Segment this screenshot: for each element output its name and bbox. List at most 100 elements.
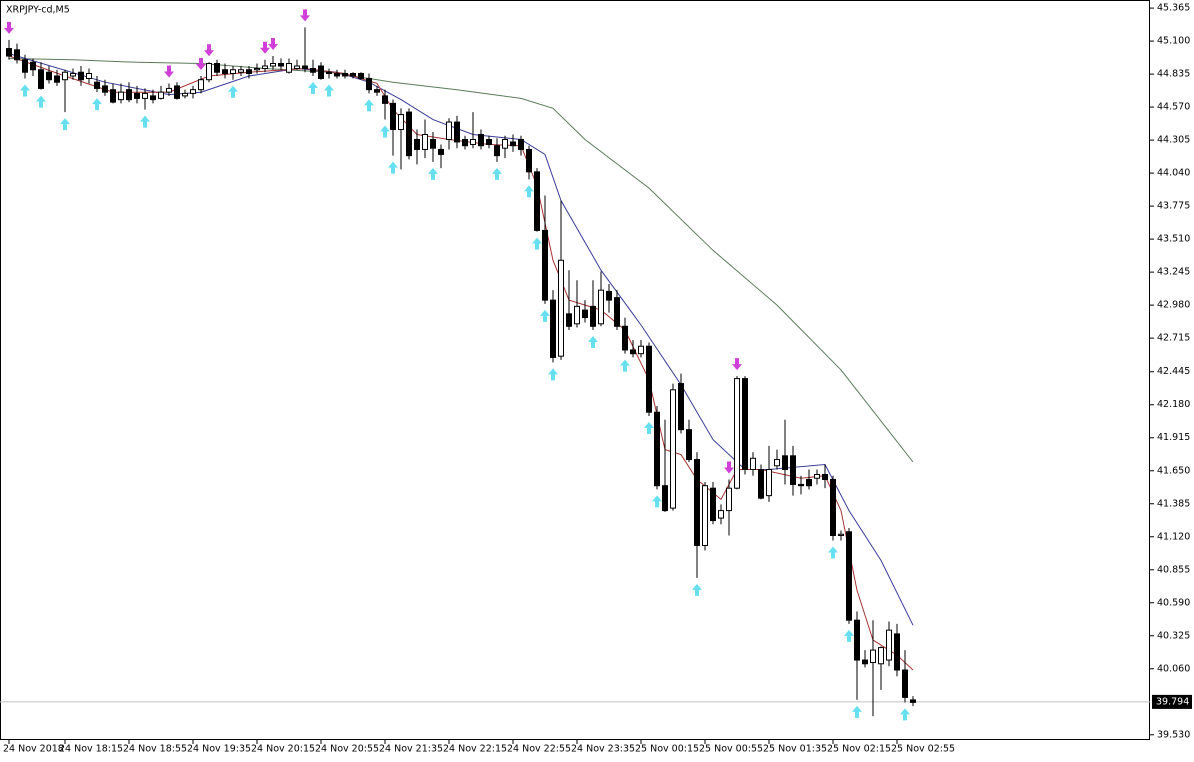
candle-body: [854, 619, 860, 661]
candle-body: [46, 71, 52, 81]
y-tick-label: 41.650: [1157, 465, 1190, 476]
candle-body: [518, 138, 524, 150]
buy-arrow: [324, 84, 334, 97]
candle-body: [734, 378, 740, 489]
y-tick-label: 41.120: [1157, 531, 1190, 542]
sell-arrow: [196, 57, 206, 70]
candle-body: [454, 121, 460, 143]
x-tick-label: 25 Nov 00:55: [699, 744, 763, 755]
candle-body: [302, 65, 308, 69]
candle-body: [798, 483, 804, 487]
candle-body: [814, 473, 820, 479]
buy-arrow: [140, 115, 150, 128]
candle-body: [190, 89, 196, 94]
candle-body: [86, 72, 92, 79]
candle-body: [198, 79, 204, 91]
candle-body: [422, 134, 428, 150]
candle-body: [822, 473, 828, 480]
candle-body: [350, 72, 356, 77]
candle-body: [502, 138, 508, 149]
y-tick-label: 40.325: [1157, 630, 1190, 641]
candle-body: [142, 92, 148, 99]
candle-body: [206, 63, 212, 81]
sell-arrow: [260, 41, 270, 54]
candle-body: [510, 141, 516, 147]
y-tick-label: 42.180: [1157, 399, 1190, 410]
candle-body: [222, 69, 228, 74]
sell-arrow: [268, 38, 278, 51]
chart-title: XRPJPY-cd,M5: [6, 5, 70, 16]
x-tick-label: 24 Nov 19:35: [187, 744, 251, 755]
y-tick-label: 43.510: [1157, 234, 1190, 245]
x-tick-label: 24 Nov 23:35: [571, 744, 635, 755]
candle-body: [550, 299, 556, 358]
candle-body: [22, 59, 28, 73]
candle-body: [678, 383, 684, 431]
candle-body: [38, 69, 44, 89]
buy-arrow: [532, 237, 542, 250]
candle-body: [382, 95, 388, 104]
buy-arrow: [588, 336, 598, 349]
buy-arrow: [620, 359, 630, 372]
buy-arrow: [388, 161, 398, 174]
candle-body: [246, 69, 252, 74]
candle-body: [118, 91, 124, 101]
candle-body: [806, 478, 812, 487]
candle-body: [526, 148, 532, 173]
y-tick-label: 42.715: [1157, 333, 1190, 344]
y-tick-label: 44.835: [1157, 69, 1190, 80]
x-tick-label: 25 Nov 01:35: [763, 744, 827, 755]
buy-arrow: [652, 495, 662, 508]
candle-body: [862, 659, 868, 665]
candle-body: [406, 111, 412, 157]
candle-body: [870, 649, 876, 664]
candle-body: [630, 349, 636, 355]
candle-body: [182, 92, 188, 97]
y-tick-label: 44.040: [1157, 168, 1190, 179]
candle-body: [342, 72, 348, 77]
candle-body: [310, 67, 316, 73]
y-tick-label: 41.915: [1157, 432, 1190, 443]
candle-body: [886, 629, 892, 661]
candle-body: [366, 77, 372, 91]
buy-arrow: [308, 81, 318, 94]
x-tick-label: 24 Nov 2018: [3, 744, 64, 755]
candle-body: [94, 81, 100, 89]
x-tick-label: 24 Nov 18:55: [123, 744, 187, 755]
buy-arrow: [844, 629, 854, 642]
y-tick-label: 41.385: [1157, 498, 1190, 509]
candle-body: [14, 49, 20, 61]
buy-arrow: [92, 98, 102, 111]
candle-body: [54, 75, 60, 83]
buy-arrow: [828, 546, 838, 559]
candle-body: [910, 699, 916, 703]
candle-body: [174, 85, 180, 99]
y-tick-label: 45.365: [1157, 3, 1190, 14]
candle-body: [838, 533, 844, 537]
moving-average: [8, 53, 914, 626]
candle-body: [430, 138, 436, 149]
y-tick-label: 40.060: [1157, 663, 1190, 674]
y-tick-label: 39.530: [1157, 729, 1190, 740]
moving-average: [8, 58, 914, 463]
candle-body: [878, 647, 884, 665]
buy-arrow: [228, 85, 238, 98]
candle-body: [150, 95, 156, 101]
candle-body: [486, 138, 492, 145]
candle-body: [318, 65, 324, 79]
y-tick-label: 44.570: [1157, 102, 1190, 113]
candle-body: [30, 61, 36, 71]
candle-body: [694, 459, 700, 546]
y-tick-label: 43.775: [1157, 201, 1190, 212]
buy-arrow: [428, 167, 438, 180]
sell-arrow: [724, 461, 734, 474]
x-tick-label: 24 Nov 22:15: [443, 744, 507, 755]
buy-arrow: [364, 99, 374, 112]
candle-body: [670, 389, 676, 509]
candle-body: [566, 313, 572, 327]
buy-arrow: [852, 705, 862, 718]
candle-body: [166, 87, 172, 93]
candle-body: [574, 305, 580, 325]
candle-body: [102, 85, 108, 93]
